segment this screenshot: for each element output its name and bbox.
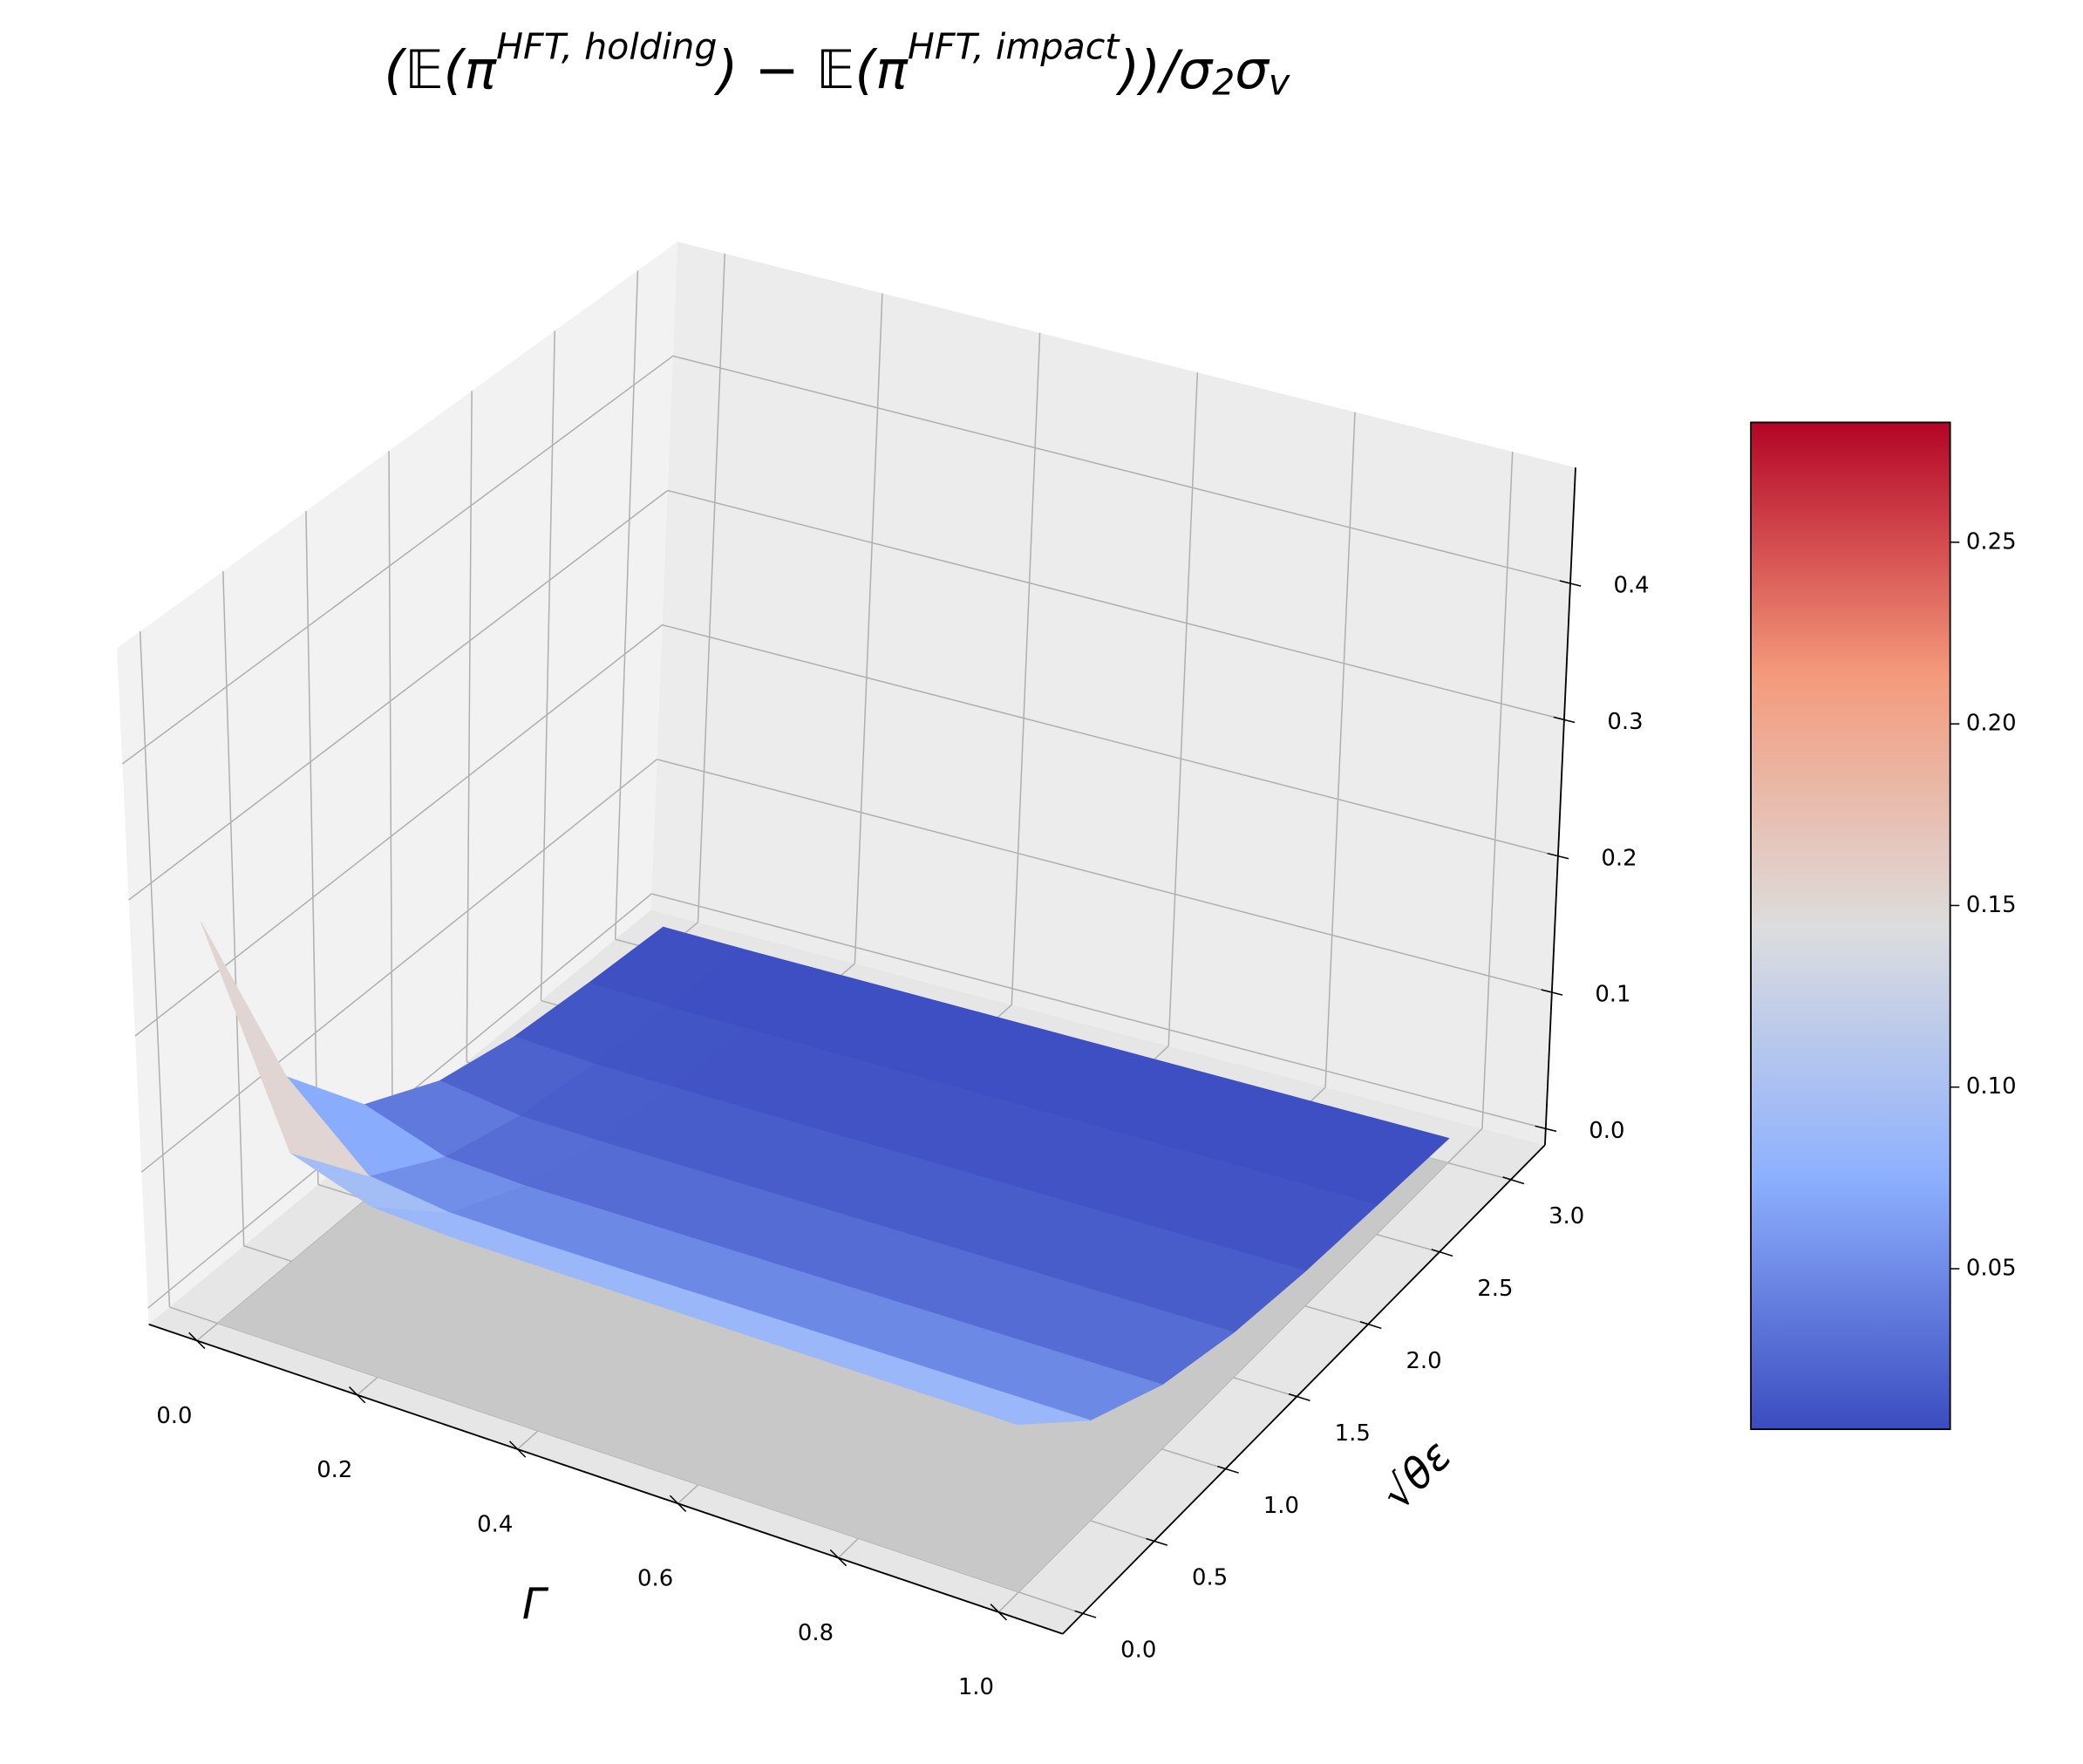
y-tick-label: 0.0 <box>1120 1638 1156 1664</box>
title-part: HFT, impact <box>908 25 1120 67</box>
z-tick-label: 0.3 <box>1607 709 1643 735</box>
colorbar <box>1750 421 1951 1431</box>
grid-line <box>667 489 1565 721</box>
z-tick-label: 0.0 <box>1589 1118 1624 1144</box>
grid-line <box>305 511 319 1185</box>
title-part: ))/σ <box>1115 38 1214 100</box>
colorbar-tick-label: 0.05 <box>1966 1256 2017 1282</box>
title-part: σ <box>1235 38 1270 100</box>
y-tick-label: 0.5 <box>1192 1565 1228 1591</box>
axis-line <box>1062 1144 1546 1635</box>
grid-line <box>854 293 883 964</box>
y-tick <box>1074 1610 1097 1618</box>
grid-line <box>388 451 393 1124</box>
y-tick <box>1146 1537 1168 1546</box>
x-tick-label: 0.0 <box>156 1403 192 1429</box>
x-tick-label: 0.4 <box>477 1511 513 1537</box>
grid-line <box>222 571 245 1246</box>
grid-line <box>1011 332 1041 1005</box>
grid-line <box>672 355 1571 584</box>
z-tick <box>1553 716 1576 724</box>
y-tick-label: 2.5 <box>1477 1276 1513 1302</box>
grid-line <box>128 489 669 901</box>
y-axis-label: √θε <box>1372 1431 1460 1519</box>
x-tick <box>990 1604 1007 1621</box>
grid-line <box>1167 372 1199 1046</box>
y-tick-label: 1.5 <box>1335 1420 1371 1447</box>
x-tick <box>349 1386 366 1404</box>
x-tick-label: 0.2 <box>317 1457 352 1483</box>
y-tick-label: 1.0 <box>1263 1493 1299 1519</box>
y-tick <box>1217 1465 1239 1474</box>
x-tick-label: 0.8 <box>798 1620 834 1646</box>
grid-line <box>651 893 1546 1130</box>
z-tick <box>1547 852 1569 860</box>
title-part: (𝔼(π <box>384 38 497 100</box>
x-tick <box>829 1549 847 1567</box>
grid-line <box>121 355 674 765</box>
grid-line <box>1481 452 1514 1129</box>
x-tick <box>188 1332 206 1350</box>
grid-line <box>1324 412 1356 1087</box>
grid-line <box>614 270 639 940</box>
grid-line <box>657 759 1553 993</box>
axis-line <box>1544 467 1576 1146</box>
x-tick <box>508 1440 527 1458</box>
grid-line <box>540 330 556 1001</box>
z-tick <box>1535 1125 1557 1133</box>
grid-line <box>466 391 473 1062</box>
chart-title: (𝔼(πHFT, holding) − 𝔼(πHFT, impact))/σ2σ… <box>384 25 1290 103</box>
y-tick-label: 2.0 <box>1406 1348 1441 1374</box>
z-tick <box>1541 989 1563 996</box>
x-tick-label: 0.6 <box>637 1566 673 1592</box>
grid-line <box>697 253 726 923</box>
y-tick <box>1502 1176 1525 1185</box>
axis-line <box>148 1323 1064 1635</box>
z-tick <box>1559 580 1582 587</box>
y-tick <box>1359 1321 1382 1330</box>
colorbar-tick-label: 0.25 <box>1966 528 2017 555</box>
colorbar-tick-label: 0.20 <box>1966 711 2017 737</box>
x-axis-label: Γ <box>522 1580 549 1629</box>
x-tick-label: 1.0 <box>958 1674 994 1700</box>
surface-patch <box>201 922 371 1177</box>
title-part: 2 <box>1212 61 1235 103</box>
x-tick <box>669 1495 687 1512</box>
z-tick-label: 0.1 <box>1595 982 1630 1008</box>
y-tick <box>1431 1249 1453 1257</box>
pane <box>650 242 1576 1146</box>
z-tick-label: 0.4 <box>1613 573 1649 599</box>
grid-line <box>662 623 1559 857</box>
title-part: ) − 𝔼(π <box>713 38 909 100</box>
y-tick-label: 3.0 <box>1549 1203 1584 1229</box>
y-tick <box>1288 1393 1310 1402</box>
grid-line <box>140 759 657 1173</box>
grid-line <box>139 631 171 1308</box>
colorbar-tick-label: 0.15 <box>1966 892 2017 918</box>
title-part: HFT, holding <box>496 25 717 67</box>
colorbar-tick-label: 0.10 <box>1966 1073 2017 1100</box>
z-tick-label: 0.2 <box>1601 845 1637 871</box>
title-part: v <box>1269 61 1290 103</box>
